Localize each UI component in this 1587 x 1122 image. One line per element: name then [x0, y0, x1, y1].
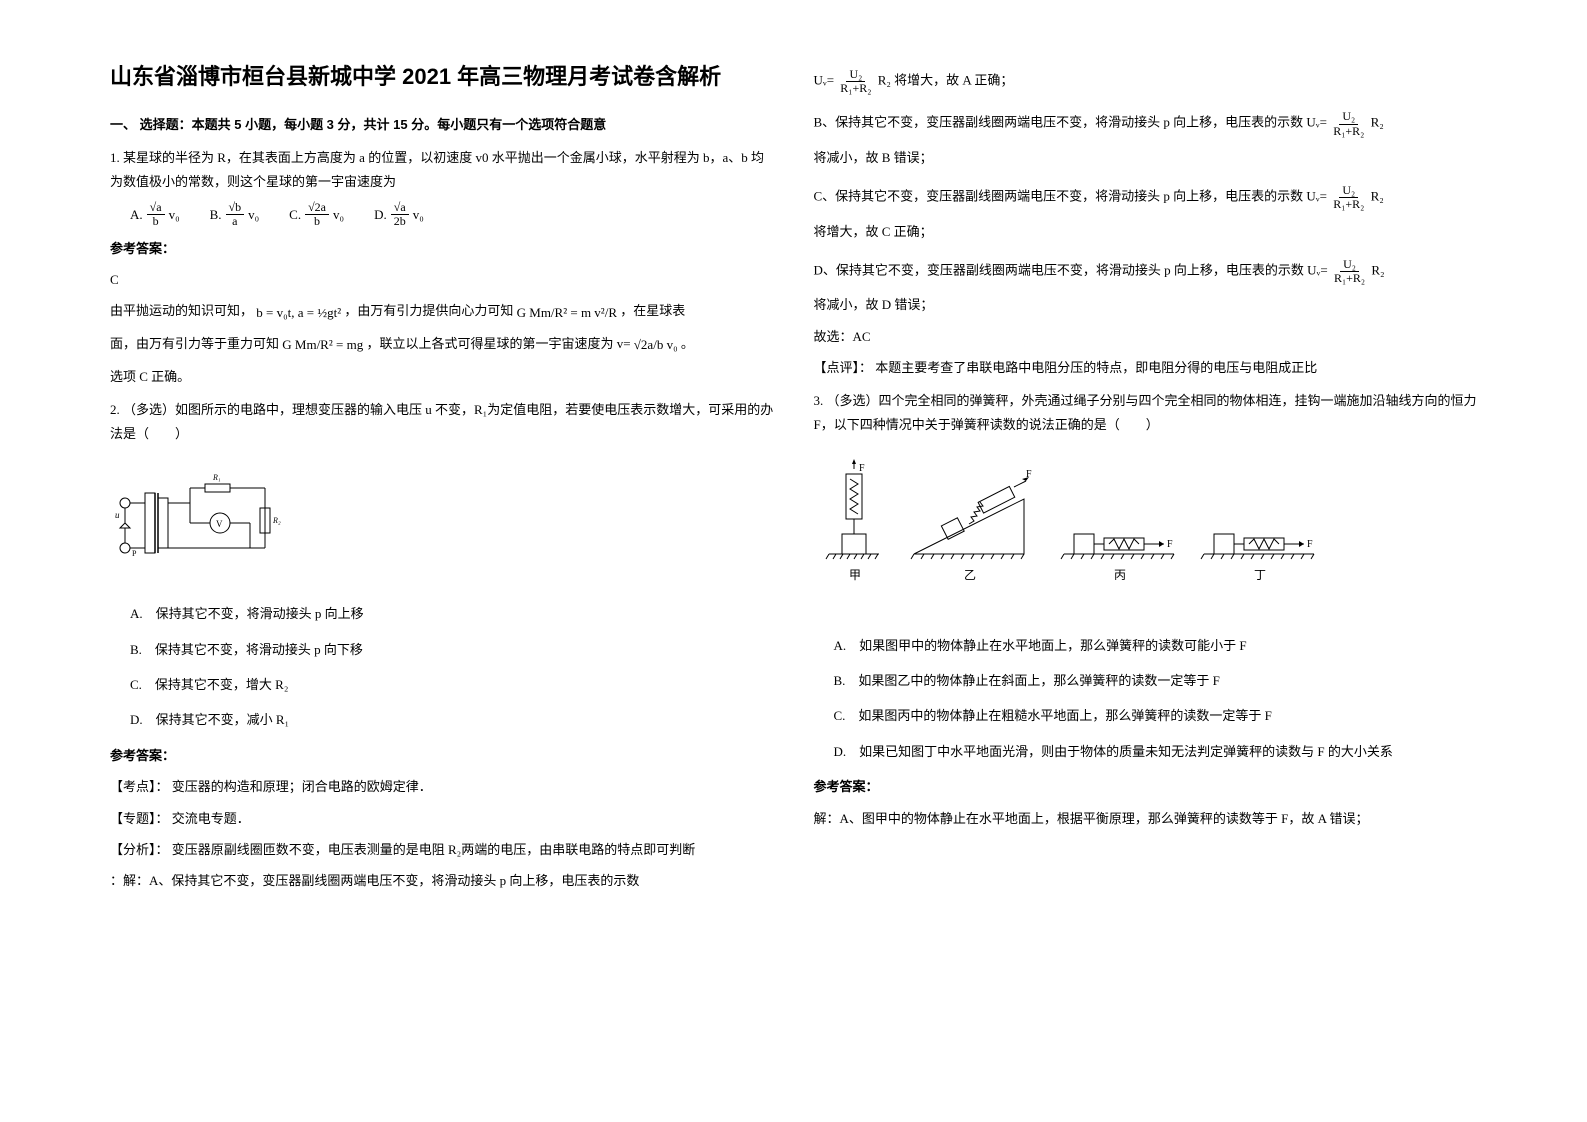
q2-text: 2. （多选）如图所示的电路中，理想变压器的输入电压 u 不变，R₁为定值电阻，…: [110, 398, 774, 445]
q2-option-a: A. 保持其它不变，将滑动接头 p 向上移: [130, 602, 774, 625]
question-1: 1. 某星球的半径为 R，在其表面上方高度为 a 的位置，以初速度 v0 水平抛…: [110, 146, 774, 388]
q3-answer-label: 参考答案：: [814, 775, 1478, 798]
section-1-header: 一、 选择题：本题共 5 小题，每小题 3 分，共计 15 分。每小题只有一个选…: [110, 113, 774, 136]
r-line4-end: 将减小，故 D 错误；: [814, 293, 1478, 316]
exam-title: 山东省淄博市桓台县新城中学 2021 年高三物理月考试卷含解析: [110, 60, 774, 93]
q1-options: A. √ab v₀ B. √ba v₀ C. √2ab v₀ D. √a2b v…: [130, 201, 774, 228]
formula-3: G Mm/R² = mg: [282, 333, 363, 356]
q2-fenxi: 【分析】： 变压器原副线圈匝数不变，电压表测量的是电阻 R₂两端的电压，由串联电…: [110, 838, 774, 861]
svg-text:F: F: [1026, 469, 1032, 480]
q1-explain-1: 由平抛运动的知识可知， b = v₀t, a = ½gt² ，由万有引力提供向心…: [110, 299, 774, 324]
r-line2-end: 将减小，故 B 错误；: [814, 146, 1478, 169]
label-bing: 丙: [1114, 568, 1126, 582]
q2-option-b: B. 保持其它不变，将滑动接头 p 向下移: [130, 638, 774, 661]
r-line1: Uᵥ= U₂R₁+R₂ R₂ 将增大，故 A 正确；: [814, 68, 1478, 95]
svg-text:R₂: R₂: [272, 516, 281, 525]
q2-option-c: C. 保持其它不变，增大 R₂: [130, 673, 774, 696]
spring-diagram-icon: F 甲 F 乙 F: [814, 459, 1334, 599]
q1-text: 1. 某星球的半径为 R，在其表面上方高度为 a 的位置，以初速度 v0 水平抛…: [110, 146, 774, 193]
r-line2: B、保持其它不变，变压器副线圈两端电压不变，将滑动接头 p 向上移，电压表的示数…: [814, 110, 1478, 137]
label-jia: 甲: [849, 568, 861, 582]
formula-1: b = v₀t, a = ½gt²: [256, 301, 341, 324]
q1-explain-2: 面，由万有引力等于重力可知 G Mm/R² = mg ，联立以上各式可得星球的第…: [110, 332, 774, 357]
q2-jie-pre: ：解：A、保持其它不变，变压器副线圈两端电压不变，将滑动接头 p 向上移，电压表…: [110, 869, 774, 892]
circuit-diagram-icon: u P R₁ R₂ V: [110, 468, 290, 568]
r-line4: D、保持其它不变，变压器副线圈两端电压不变，将滑动接头 p 向上移，电压表的示数…: [814, 258, 1478, 285]
q3-option-c: C. 如果图丙中的物体静止在粗糙水平地面上，那么弹簧秤的读数一定等于 F: [834, 704, 1478, 727]
r-line3-end: 将增大，故 C 正确；: [814, 220, 1478, 243]
svg-text:R₁: R₁: [212, 473, 221, 482]
q1-option-a: A. √ab v₀: [130, 201, 180, 228]
question-3: 3. （多选）四个完全相同的弹簧秤，外壳通过绳子分别与四个完全相同的物体相连，挂…: [814, 389, 1478, 830]
q3-option-b: B. 如果图乙中的物体静止在斜面上，那么弹簧秤的读数一定等于 F: [834, 669, 1478, 692]
q1-answer-label: 参考答案：: [110, 237, 774, 260]
q3-choices: A. 如果图甲中的物体静止在水平地面上，那么弹簧秤的读数可能小于 F B. 如果…: [814, 634, 1478, 764]
q3-option-d: D. 如果已知图丁中水平地面光滑，则由于物体的质量未知无法判定弹簧秤的读数与 F…: [834, 740, 1478, 763]
q1-option-b: B. √ba v₀: [210, 201, 260, 228]
formula-2: G Mm/R² = m v²/R: [517, 301, 617, 324]
q3-jie: 解：A、图甲中的物体静止在水平地面上，根据平衡原理，那么弹簧秤的读数等于 F，故…: [814, 807, 1478, 830]
q3-option-a: A. 如果图甲中的物体静止在水平地面上，那么弹簧秤的读数可能小于 F: [834, 634, 1478, 657]
q3-text: 3. （多选）四个完全相同的弹簧秤，外壳通过绳子分别与四个完全相同的物体相连，挂…: [814, 389, 1478, 436]
q1-explain-3: 选项 C 正确。: [110, 365, 774, 388]
svg-text:P: P: [132, 549, 137, 558]
r-guxuan: 故选：AC: [814, 325, 1478, 348]
svg-text:u: u: [115, 510, 120, 520]
svg-text:V: V: [216, 519, 223, 529]
label-ding: 丁: [1254, 568, 1266, 582]
q2-option-d: D. 保持其它不变，减小 R₁: [130, 708, 774, 731]
q2-zhuanti: 【专题】： 交流电专题．: [110, 807, 774, 830]
formula-4: √2a/b v₀: [634, 333, 678, 356]
question-2: 2. （多选）如图所示的电路中，理想变压器的输入电压 u 不变，R₁为定值电阻，…: [110, 398, 774, 893]
q2-kaodian: 【考点】： 变压器的构造和原理；闭合电路的欧姆定律．: [110, 775, 774, 798]
svg-text:F: F: [859, 463, 865, 474]
r-line3: C、保持其它不变，变压器副线圈两端电压不变，将滑动接头 p 向上移，电压表的示数…: [814, 184, 1478, 211]
svg-text:F: F: [1307, 539, 1313, 550]
q2-answer-label: 参考答案：: [110, 744, 774, 767]
r-dianping: 【点评】： 本题主要考查了串联电路中电阻分压的特点，即电阻分得的电压与电阻成正比: [814, 356, 1478, 379]
q1-answer: C: [110, 268, 774, 291]
q1-option-d: D. √a2b v₀: [374, 201, 424, 228]
label-yi: 乙: [964, 568, 976, 582]
q1-option-c: C. √2ab v₀: [289, 201, 344, 228]
svg-text:F: F: [1167, 539, 1173, 550]
q2-choices: A. 保持其它不变，将滑动接头 p 向上移 B. 保持其它不变，将滑动接头 p …: [110, 602, 774, 732]
